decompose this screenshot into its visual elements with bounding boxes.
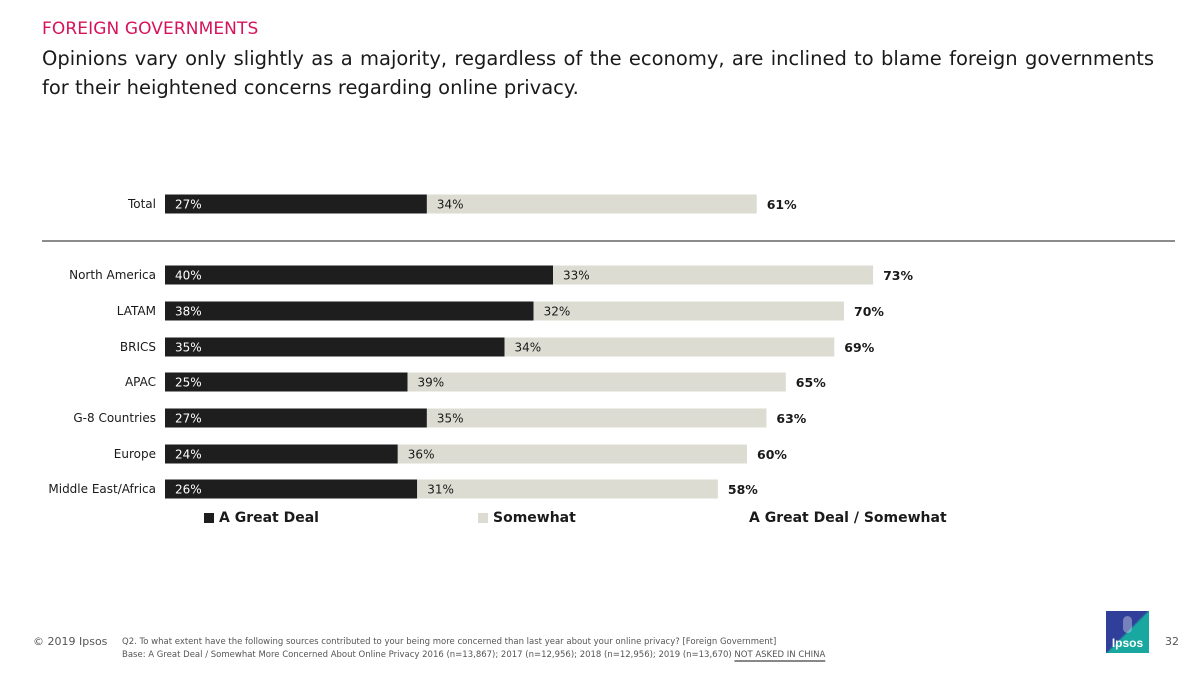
total-label-brics: 69% xyxy=(844,340,874,355)
legend-item-combined: A Great Deal / Somewhat xyxy=(749,510,947,526)
copyright: © 2019 Ipsos xyxy=(33,635,108,648)
page-title: Opinions vary only slightly as a majorit… xyxy=(42,47,1154,99)
total-label-g-8-countries: 63% xyxy=(776,411,806,426)
bar-somewhat-europe xyxy=(397,444,747,464)
legend-label-great-deal: A Great Deal xyxy=(219,510,319,526)
legend-swatch-great-deal xyxy=(204,513,214,523)
legend-item-somewhat: Somewhat xyxy=(478,510,576,526)
legend-swatch-somewhat xyxy=(478,513,488,523)
data-label-somewhat-total: 34% xyxy=(437,198,464,212)
legend-label-combined: A Great Deal / Somewhat xyxy=(749,510,947,526)
data-label-a-great-deal-middle-east-africa: 26% xyxy=(175,483,202,497)
data-label-a-great-deal-total: 27% xyxy=(175,198,202,212)
bar-a-great-deal-latam xyxy=(165,301,534,321)
legend-item-great-deal: A Great Deal xyxy=(204,510,319,526)
category-label-g-8-countries: G-8 Countries xyxy=(73,411,156,425)
section-label: FOREIGN GOVERNMENTS xyxy=(42,19,259,39)
bar-somewhat-north-america xyxy=(553,265,874,285)
data-label-a-great-deal-g-8-countries: 27% xyxy=(175,412,202,426)
legend-label-somewhat: Somewhat xyxy=(493,510,576,526)
total-label-apac: 65% xyxy=(796,375,826,390)
category-label-europe: Europe xyxy=(114,447,156,461)
category-label-brics: BRICS xyxy=(120,340,156,354)
bar-a-great-deal-middle-east-africa xyxy=(165,479,418,499)
data-label-a-great-deal-europe: 24% xyxy=(175,448,202,462)
page-number: 32 xyxy=(1165,635,1179,648)
bar-somewhat-brics xyxy=(504,337,835,357)
data-label-somewhat-g-8-countries: 35% xyxy=(437,412,464,426)
bar-a-great-deal-north-america xyxy=(165,265,553,285)
bar-somewhat-apac xyxy=(407,372,786,392)
stacked-bar-chart: Total 27% 34% 61% North America 40% 33% 73% LATA… xyxy=(42,194,1175,499)
category-label-latam: LATAM xyxy=(117,304,156,318)
ipsos-logo: Ipsos xyxy=(1106,611,1149,653)
footnote-base-line: Base: A Great Deal / Somewhat More Conce… xyxy=(122,649,1002,662)
data-label-somewhat-latam: 32% xyxy=(544,305,571,319)
bar-somewhat-total xyxy=(426,194,757,214)
data-label-a-great-deal-apac: 25% xyxy=(175,376,202,390)
data-label-a-great-deal-brics: 35% xyxy=(175,341,202,355)
data-label-somewhat-middle-east-africa: 31% xyxy=(427,483,454,497)
total-label-total: 61% xyxy=(767,197,797,212)
total-label-latam: 70% xyxy=(854,304,884,319)
category-label-apac: APAC xyxy=(125,375,156,389)
logo-mark-icon xyxy=(1123,616,1132,633)
not-asked-note: NOT ASKED IN CHINA xyxy=(734,650,826,660)
total-label-north-america: 73% xyxy=(883,268,913,283)
data-label-a-great-deal-north-america: 40% xyxy=(175,269,202,283)
bar-a-great-deal-apac xyxy=(165,372,408,392)
data-label-a-great-deal-latam: 38% xyxy=(175,305,202,319)
data-label-somewhat-north-america: 33% xyxy=(563,269,590,283)
data-label-somewhat-brics: 34% xyxy=(515,341,542,355)
bar-a-great-deal-total xyxy=(165,194,427,214)
category-label-middle-east-africa: Middle East/Africa xyxy=(48,482,156,496)
bar-a-great-deal-europe xyxy=(165,444,398,464)
bar-a-great-deal-brics xyxy=(165,337,505,357)
footnotes: Q2. To what extent have the following so… xyxy=(122,636,1002,662)
category-label-north-america: North America xyxy=(69,268,156,282)
bar-somewhat-middle-east-africa xyxy=(417,479,718,499)
data-label-somewhat-europe: 36% xyxy=(408,448,435,462)
category-label-total: Total xyxy=(127,197,156,211)
bar-a-great-deal-g-8-countries xyxy=(165,408,427,428)
footnote-base: Base: A Great Deal / Somewhat More Conce… xyxy=(122,650,732,660)
total-label-middle-east-africa: 58% xyxy=(728,482,758,497)
total-label-europe: 60% xyxy=(757,447,787,462)
logo-text: Ipsos xyxy=(1111,636,1144,650)
bar-somewhat-latam xyxy=(533,301,844,321)
chart-legend: A Great Deal Somewhat A Great Deal / Som… xyxy=(0,510,1200,530)
footnote-question: Q2. To what extent have the following so… xyxy=(122,637,777,647)
bar-somewhat-g-8-countries xyxy=(426,408,767,428)
data-label-somewhat-apac: 39% xyxy=(418,376,445,390)
